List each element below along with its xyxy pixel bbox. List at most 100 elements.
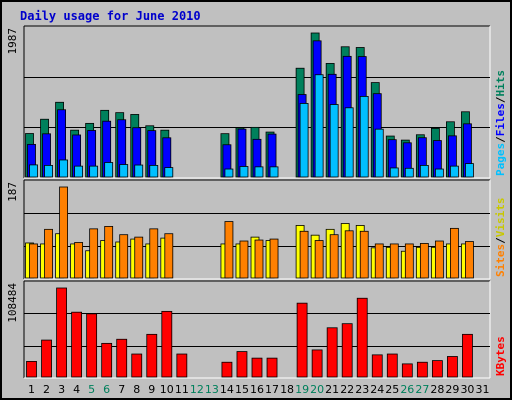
x-tick-label-27: 27 bbox=[415, 383, 429, 396]
bar-kbytes-16 bbox=[251, 357, 263, 378]
bar-kbytes-6 bbox=[101, 342, 113, 378]
bar-kbytes-15 bbox=[236, 351, 248, 378]
x-tick-label-1: 1 bbox=[28, 383, 35, 396]
x-tick-label-5: 5 bbox=[88, 383, 95, 396]
bar-sites-10 bbox=[164, 233, 174, 279]
bar-pages-9 bbox=[149, 165, 159, 178]
bar-kbytes-27 bbox=[416, 361, 428, 378]
bar-kbytes-21 bbox=[326, 327, 338, 378]
x-tick-label-13: 13 bbox=[205, 383, 219, 396]
bar-kbytes-1 bbox=[26, 361, 37, 378]
x-tick-label-20: 20 bbox=[310, 383, 324, 396]
bar-kbytes-9 bbox=[146, 333, 158, 378]
bar-pages-15 bbox=[239, 166, 249, 178]
bar-pages-21 bbox=[329, 104, 339, 178]
legend-separator: / bbox=[494, 96, 507, 103]
bar-pages-22 bbox=[344, 107, 354, 178]
bar-sites-24 bbox=[374, 243, 384, 279]
x-tick-label-11: 11 bbox=[175, 383, 189, 396]
bar-kbytes-20 bbox=[311, 349, 323, 378]
x-tick-label-14: 14 bbox=[220, 383, 234, 396]
legend-item-sites: Sites bbox=[494, 244, 507, 277]
bar-pages-19 bbox=[299, 103, 309, 178]
x-tick-label-26: 26 bbox=[400, 383, 414, 396]
x-tick-label-30: 30 bbox=[460, 383, 474, 396]
bar-kbytes-29 bbox=[447, 356, 458, 378]
bar-kbytes-2 bbox=[41, 339, 52, 378]
bar-kbytes-28 bbox=[431, 360, 443, 378]
ylabel-max-2: 108484 bbox=[6, 283, 19, 323]
bar-pages-5 bbox=[89, 165, 99, 178]
x-tick-label-12: 12 bbox=[190, 383, 204, 396]
bar-sites-26 bbox=[404, 243, 414, 279]
ylabel-max-0: 1987 bbox=[6, 28, 19, 55]
bar-kbytes-25 bbox=[386, 353, 398, 378]
bar-sites-17 bbox=[269, 238, 279, 279]
bar-pages-30 bbox=[465, 163, 474, 178]
x-tick-label-4: 4 bbox=[73, 383, 80, 396]
bar-kbytes-14 bbox=[221, 361, 233, 378]
bar-kbytes-22 bbox=[341, 323, 353, 378]
bar-pages-1 bbox=[29, 164, 38, 178]
bar-pages-6 bbox=[104, 162, 114, 178]
x-tick-label-31: 31 bbox=[475, 383, 489, 396]
x-tick-label-21: 21 bbox=[325, 383, 339, 396]
legend-item-files: Files bbox=[494, 103, 507, 136]
x-tick-label-18: 18 bbox=[280, 383, 294, 396]
bar-pages-17 bbox=[269, 166, 279, 178]
legend-separator: / bbox=[494, 237, 507, 244]
legend-item-pages: Pages bbox=[494, 143, 507, 176]
bar-kbytes-7 bbox=[116, 338, 128, 378]
x-tick-label-9: 9 bbox=[148, 383, 155, 396]
bar-pages-14 bbox=[224, 168, 234, 178]
bar-kbytes-26 bbox=[401, 363, 413, 378]
bar-sites-25 bbox=[389, 243, 399, 279]
bar-kbytes-30 bbox=[462, 333, 473, 378]
x-tick-label-6: 6 bbox=[103, 383, 110, 396]
bar-pages-8 bbox=[134, 164, 144, 178]
x-tick-label-2: 2 bbox=[43, 383, 50, 396]
legend-sites-visits: Sites/Visits bbox=[494, 198, 507, 278]
bar-pages-23 bbox=[359, 96, 369, 178]
bar-kbytes-10 bbox=[161, 310, 173, 378]
legend-item-visits: Visits bbox=[494, 198, 507, 238]
legend-item-hits: Hits bbox=[494, 70, 507, 97]
x-tick-label-15: 15 bbox=[235, 383, 249, 396]
bar-pages-27 bbox=[419, 165, 429, 178]
x-tick-label-3: 3 bbox=[58, 383, 65, 396]
bar-sites-9 bbox=[149, 228, 159, 279]
ylabel-max-1: 187 bbox=[6, 182, 19, 202]
bar-sites-28 bbox=[434, 240, 444, 279]
bar-sites-21 bbox=[329, 234, 339, 279]
bar-kbytes-5 bbox=[86, 313, 98, 378]
chart-title: Daily usage for June 2010 bbox=[20, 9, 201, 23]
bar-sites-3 bbox=[59, 186, 68, 279]
x-tick-label-24: 24 bbox=[370, 383, 384, 396]
bar-kbytes-8 bbox=[131, 353, 143, 378]
bar-pages-4 bbox=[74, 165, 84, 178]
bar-sites-29 bbox=[450, 227, 459, 279]
x-tick-label-17: 17 bbox=[265, 383, 279, 396]
x-tick-label-8: 8 bbox=[133, 383, 140, 396]
x-tick-label-23: 23 bbox=[355, 383, 369, 396]
legend-separator: / bbox=[494, 136, 507, 143]
bar-sites-7 bbox=[119, 234, 129, 279]
bar-kbytes-19 bbox=[296, 302, 308, 378]
bar-sites-14 bbox=[224, 221, 234, 279]
x-tick-label-10: 10 bbox=[160, 383, 174, 396]
bar-kbytes-11 bbox=[176, 353, 188, 378]
bar-sites-16 bbox=[254, 239, 264, 279]
bar-pages-7 bbox=[119, 164, 129, 178]
bar-sites-5 bbox=[89, 228, 99, 279]
bar-pages-28 bbox=[434, 168, 444, 178]
bar-pages-16 bbox=[254, 166, 264, 178]
bar-pages-3 bbox=[59, 159, 68, 178]
bar-pages-26 bbox=[404, 167, 414, 178]
bar-sites-6 bbox=[104, 226, 114, 279]
bar-pages-20 bbox=[314, 74, 324, 178]
x-tick-label-19: 19 bbox=[295, 383, 309, 396]
bar-kbytes-3 bbox=[56, 287, 67, 378]
bar-sites-1 bbox=[29, 243, 38, 279]
bar-pages-10 bbox=[164, 167, 174, 178]
